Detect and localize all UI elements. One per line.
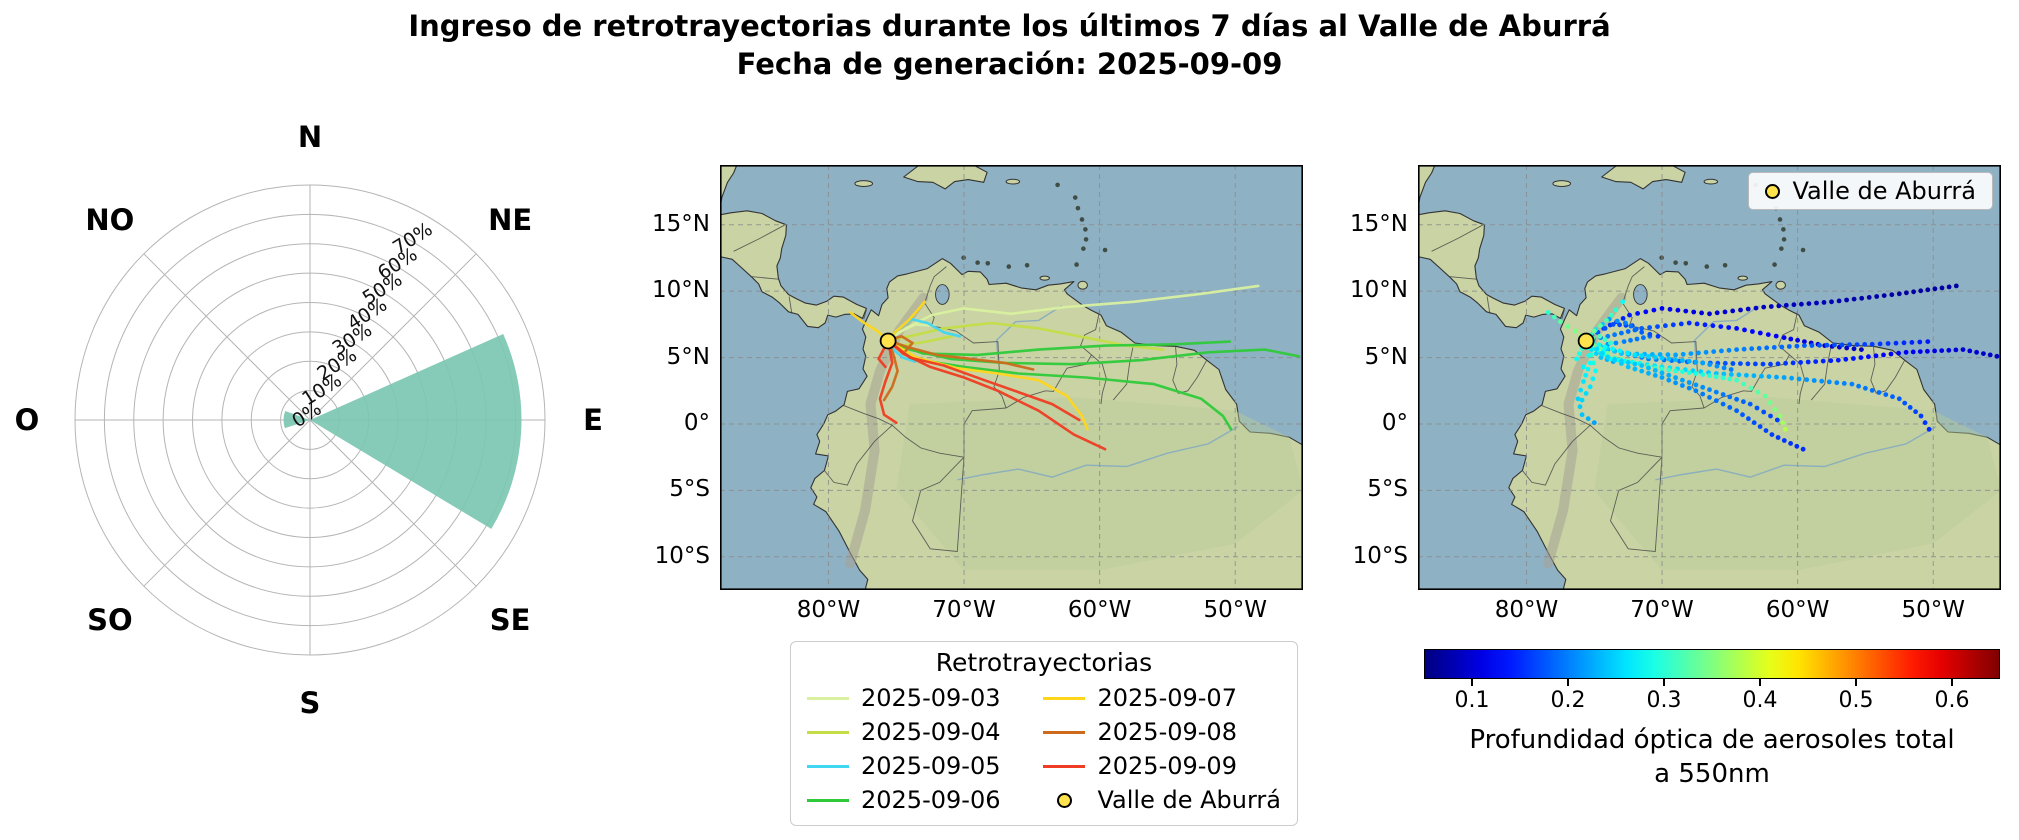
legend-line-swatch [807,696,849,700]
station-marker-icon [1765,183,1781,199]
station-marker [1577,332,1595,350]
colorbar: 0.1 0.2 0.3 0.4 0.5 0.6 Profundidad óptica de… [1424,649,2000,799]
trajectory-path [886,339,1035,371]
colorbar-ticks: 0.1 0.2 0.3 0.4 0.5 0.6 [1424,649,2000,799]
x-tick-label: 60°W [1765,597,1830,623]
legend-line-swatch [807,764,849,768]
compass-label-ne: NE [488,203,532,237]
colorbar-label: Profundidad óptica de aerosoles total a … [1424,723,2000,791]
trajectories-layer [848,284,1301,451]
compass-label-no: NO [85,203,134,237]
x-tick-label: 80°W [796,597,861,623]
station-legend-label: Valle de Aburrá [1792,177,1976,205]
y-tick-label: 10°N [1350,277,1408,304]
station-legend: Valle de Aburrá [1748,172,1993,210]
figure-title: Ingreso de retrotrayectorias durante los… [0,7,2019,83]
y-tick-label: 10°S [1352,542,1408,569]
colorbar-label-line1: Profundidad óptica de aerosoles total [1469,725,1955,755]
legend-entry-label: 2025-09-08 [1097,718,1237,746]
x-tick-label: 60°W [1067,597,1132,623]
colorbar-tickmark [1470,679,1473,686]
trajectory-legend-entries: 2025-09-03 2025-09-04 2025-09-05 2025-09-06… [807,681,1281,817]
legend-line-swatch [807,730,849,734]
figure-title-line1: Ingreso de retrotrayectorias durante los… [408,9,1611,43]
legend-entry-label: 2025-09-04 [861,718,1001,746]
colorbar-tick-label: 0.2 [1550,688,1586,713]
trajectory-map [720,165,1303,590]
legend-entry: 2025-09-09 [1043,752,1281,780]
legend-line-swatch [1043,730,1086,734]
compass-label-se: SE [490,603,531,637]
windrose-sector [310,333,522,529]
y-tick-label: 15°N [652,210,710,237]
legend-entry: 2025-09-05 [807,752,1017,780]
colorbar-tick-label: 0.3 [1646,688,1682,713]
legend-entry-label: Valle de Aburrá [1097,786,1281,814]
colorbar-tick-label: 0.1 [1454,688,1490,713]
legend-entry-label: 2025-09-07 [1097,684,1237,712]
aod-points-layer [1545,283,2000,452]
trajectory-legend: Retrotrayectorias 2025-09-03 2025-09-04 20… [790,641,1298,826]
trajectory-path [878,339,898,425]
x-tick-label: 80°W [1494,597,1559,623]
compass-label-o: O [15,403,40,437]
legend-entry: 2025-09-08 [1043,718,1281,746]
compass-label-n: N [298,120,322,154]
colorbar-tick-label: 0.6 [1934,688,1970,713]
y-tick-label: 10°S [654,542,710,569]
colorbar-tickmark [1759,679,1761,686]
trajectory-map-panel: 15°N 10°N 5°N 0° 5°S 10°S 80°W 70°W 60°W 50°W [640,165,1303,645]
y-tick-label: 10°N [652,277,710,304]
compass-label-so: SO [87,603,133,637]
trajectory-path [886,339,1232,357]
compass-label-s: S [300,686,321,720]
colorbar-tick-label: 0.4 [1742,688,1778,713]
legend-line-swatch [1043,764,1086,768]
colorbar-tickmark [1855,679,1857,686]
x-tick-label: 50°W [1203,597,1267,623]
legend-entry: Valle de Aburrá [1043,786,1281,814]
legend-entry-label: 2025-09-09 [1097,752,1237,780]
x-tick-label: 70°W [932,597,996,623]
y-tick-label: 5°S [1367,476,1408,503]
colorbar-tickmark [1951,679,1953,686]
colorbar-tickmark [1567,679,1569,686]
legend-entry-label: 2025-09-06 [861,786,1001,814]
legend-entry: 2025-09-06 [807,786,1017,814]
legend-entry: 2025-09-04 [807,718,1017,746]
legend-line-swatch [1043,696,1086,700]
legend-entry: 2025-09-07 [1043,684,1281,712]
legend-line-swatch [807,798,849,802]
compass-label-e: E [583,403,603,437]
colorbar-label-line2: a 550nm [1654,759,1770,789]
trajectory-path [882,339,899,402]
aod-map [1418,165,2001,590]
legend-entry-label: 2025-09-03 [861,684,1001,712]
y-tick-label: 15°N [1350,210,1408,237]
x-tick-label: 50°W [1901,597,1965,623]
y-tick-label: 5°N [1364,343,1408,370]
windrose-sector [283,410,310,429]
legend-entry-label: 2025-09-05 [861,752,1001,780]
y-tick-label: 5°S [669,476,710,503]
y-tick-label: 0° [683,409,710,436]
trajectory-path [886,300,926,342]
legend-entry: 2025-09-03 [807,684,1017,712]
trajectory-path [886,339,1081,422]
figure-title-line2: Fecha de generación: 2025-09-09 [736,47,1283,81]
x-tick-label: 70°W [1630,597,1694,623]
y-tick-label: 0° [1381,409,1408,436]
colorbar-tickmark [1663,679,1665,686]
trajectory-legend-title: Retrotrayectorias [935,648,1153,677]
colorbar-gradient [1424,649,2000,679]
legend-marker-icon [1043,792,1085,808]
aod-map-panel: Valle de Aburrá 15°N 10°N 5°N 0° 5°S 10°S 80°W… [1338,165,2019,645]
trajectory-path [886,339,1089,431]
station-marker [879,332,897,350]
colorbar-tick-label: 0.5 [1838,688,1874,713]
y-tick-label: 5°N [666,343,710,370]
